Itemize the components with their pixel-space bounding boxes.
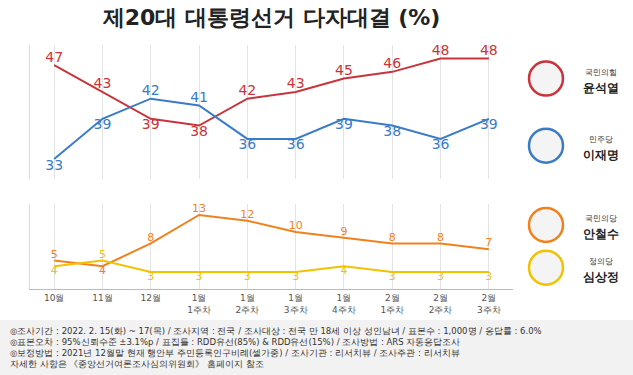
svg-text:5: 5 bbox=[51, 248, 58, 261]
svg-text:제20대 대통령선거 다자대결 (%): 제20대 대통령선거 다자대결 (%) bbox=[102, 5, 441, 30]
svg-text:41: 41 bbox=[190, 89, 208, 105]
svg-text:47: 47 bbox=[45, 49, 63, 65]
svg-text:민주당: 민주당 bbox=[589, 135, 613, 144]
svg-text:안철수: 안철수 bbox=[583, 227, 619, 241]
svg-text:국민의당: 국민의당 bbox=[585, 214, 617, 223]
svg-text:45: 45 bbox=[335, 62, 353, 78]
svg-text:43: 43 bbox=[94, 75, 112, 91]
svg-text:10월: 10월 bbox=[44, 293, 64, 303]
svg-text:1월3주차: 1월3주차 bbox=[284, 293, 308, 315]
svg-text:2월1주차: 2월1주차 bbox=[380, 293, 404, 315]
svg-text:3: 3 bbox=[437, 270, 444, 283]
svg-text:1월1주차: 1월1주차 bbox=[187, 293, 211, 315]
svg-text:3: 3 bbox=[244, 270, 251, 283]
svg-text:정의당: 정의당 bbox=[589, 257, 613, 266]
svg-text:46: 46 bbox=[383, 55, 401, 71]
svg-text:1월4주차: 1월4주차 bbox=[332, 293, 356, 315]
svg-text:12월: 12월 bbox=[141, 293, 161, 303]
svg-text:36: 36 bbox=[432, 136, 450, 152]
svg-text:4: 4 bbox=[340, 264, 347, 277]
svg-text:4: 4 bbox=[51, 264, 58, 277]
svg-text:2월2주차: 2월2주차 bbox=[429, 293, 453, 315]
svg-text:3: 3 bbox=[485, 270, 492, 283]
svg-text:39: 39 bbox=[142, 116, 160, 132]
svg-text:2월3주차: 2월3주차 bbox=[477, 293, 501, 315]
svg-text:42: 42 bbox=[142, 82, 160, 98]
svg-text:◎조사기간 : 2022. 2. 15(화) ~ 17(목): ◎조사기간 : 2022. 2. 15(화) ~ 17(목) / 조사지역 : … bbox=[10, 326, 542, 369]
svg-text:48: 48 bbox=[480, 42, 498, 58]
svg-text:42: 42 bbox=[238, 82, 256, 98]
svg-text:3: 3 bbox=[196, 270, 203, 283]
svg-text:7: 7 bbox=[485, 236, 492, 249]
svg-text:국민의힘: 국민의힘 bbox=[585, 68, 617, 77]
svg-text:1월2주차: 1월2주차 bbox=[235, 293, 259, 315]
svg-text:9: 9 bbox=[340, 225, 347, 238]
svg-text:5: 5 bbox=[99, 248, 106, 261]
svg-text:4: 4 bbox=[99, 264, 106, 277]
svg-text:38: 38 bbox=[190, 123, 208, 139]
svg-text:38: 38 bbox=[383, 123, 401, 139]
svg-text:43: 43 bbox=[287, 75, 305, 91]
svg-text:윤석열: 윤석열 bbox=[583, 81, 619, 95]
svg-text:13: 13 bbox=[192, 202, 206, 215]
svg-text:11월: 11월 bbox=[92, 293, 112, 303]
svg-text:3: 3 bbox=[389, 270, 396, 283]
svg-text:이재명: 이재명 bbox=[583, 148, 619, 162]
svg-text:33: 33 bbox=[45, 157, 63, 173]
svg-text:48: 48 bbox=[432, 42, 450, 58]
svg-text:심상정: 심상정 bbox=[583, 270, 619, 284]
svg-text:10: 10 bbox=[289, 219, 303, 232]
svg-text:3: 3 bbox=[292, 270, 299, 283]
svg-text:12: 12 bbox=[240, 208, 254, 221]
svg-text:36: 36 bbox=[238, 136, 256, 152]
svg-text:8: 8 bbox=[437, 231, 444, 244]
svg-text:8: 8 bbox=[389, 231, 396, 244]
svg-text:39: 39 bbox=[480, 116, 498, 132]
svg-text:36: 36 bbox=[287, 136, 305, 152]
svg-text:39: 39 bbox=[335, 116, 353, 132]
svg-text:3: 3 bbox=[147, 270, 154, 283]
svg-text:39: 39 bbox=[94, 116, 112, 132]
svg-text:8: 8 bbox=[147, 231, 154, 244]
